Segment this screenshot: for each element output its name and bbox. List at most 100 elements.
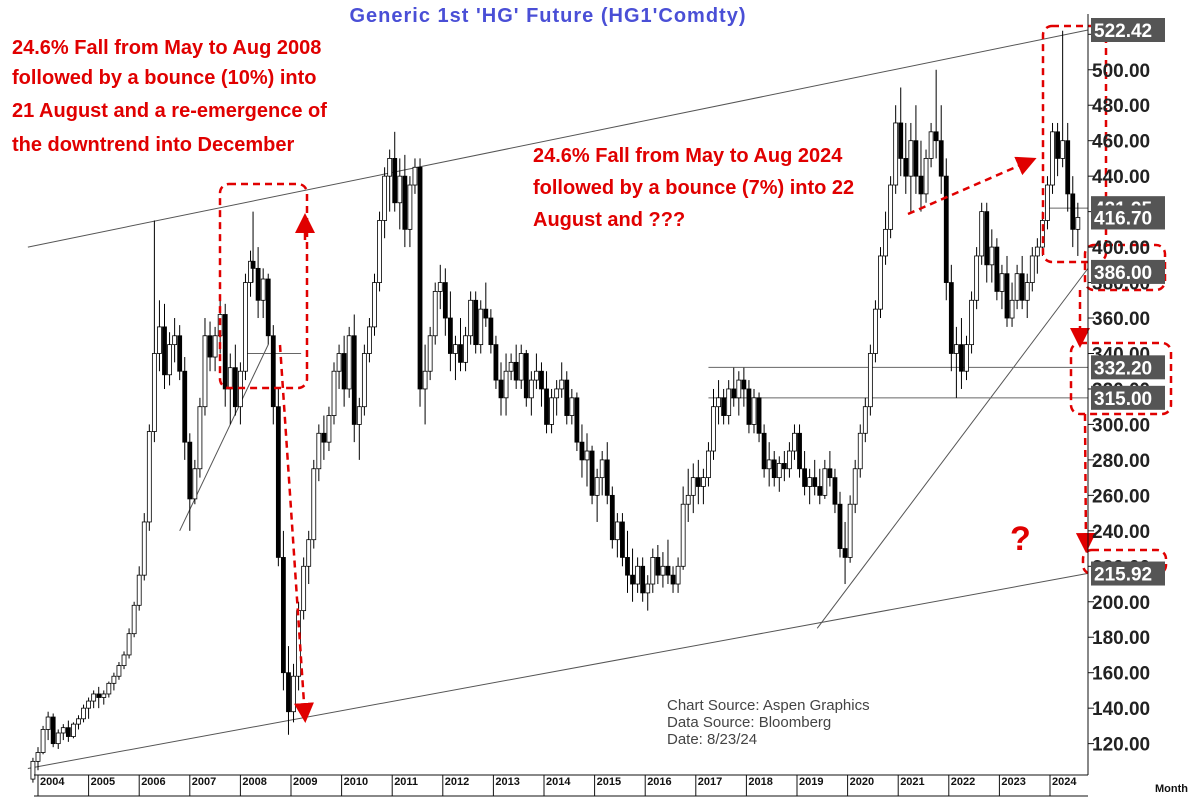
price-badge-bg bbox=[1091, 259, 1165, 284]
candle bbox=[341, 335, 347, 407]
candle-body bbox=[55, 732, 61, 745]
annotation-marks-layer bbox=[218, 24, 1173, 723]
candle-body bbox=[392, 158, 398, 204]
candle-body bbox=[275, 406, 281, 558]
candle bbox=[316, 424, 322, 482]
candle bbox=[1034, 238, 1040, 274]
candle bbox=[232, 344, 238, 416]
candle bbox=[655, 545, 661, 585]
candle-body bbox=[766, 459, 772, 470]
candle-body bbox=[260, 278, 266, 301]
x-tick-label: 2014 bbox=[546, 776, 571, 788]
candle bbox=[787, 442, 792, 478]
candle bbox=[468, 291, 474, 345]
candle-body bbox=[387, 158, 393, 177]
candle-body bbox=[994, 246, 1000, 292]
candle-body bbox=[478, 308, 484, 346]
highlight-box bbox=[1069, 341, 1173, 416]
candle bbox=[873, 300, 878, 363]
candle-body bbox=[336, 353, 342, 372]
candle bbox=[1050, 122, 1055, 194]
candle bbox=[498, 362, 504, 416]
candle bbox=[392, 131, 398, 212]
candle-body bbox=[685, 494, 691, 505]
candle bbox=[700, 468, 706, 505]
x-tick-label: 2006 bbox=[141, 776, 165, 788]
candle bbox=[311, 459, 317, 549]
candle bbox=[513, 344, 519, 389]
candle-body bbox=[377, 220, 382, 283]
candle-body bbox=[812, 477, 818, 487]
candle bbox=[212, 326, 218, 372]
candle-body bbox=[797, 432, 802, 470]
candle bbox=[1070, 176, 1076, 248]
candle-body bbox=[706, 450, 711, 479]
candle bbox=[202, 318, 208, 416]
annotation-arrow bbox=[907, 156, 1037, 216]
price-badge: 315.00 bbox=[1091, 385, 1165, 410]
candle bbox=[852, 459, 858, 514]
candle-body bbox=[265, 278, 271, 337]
candle bbox=[1024, 273, 1030, 319]
candle-body bbox=[817, 486, 823, 496]
y-tick-label: 280.00 bbox=[1092, 451, 1150, 472]
price-badge-label: 215.92 bbox=[1094, 565, 1152, 586]
candle-body bbox=[50, 716, 56, 745]
candle-body bbox=[243, 282, 248, 372]
candle-body bbox=[157, 326, 162, 354]
candle bbox=[356, 397, 362, 460]
candle bbox=[141, 513, 147, 581]
candle-body bbox=[898, 122, 904, 159]
candle-body bbox=[807, 477, 813, 487]
y-tick-label: 160.00 bbox=[1092, 664, 1150, 685]
candle bbox=[146, 424, 152, 531]
candle-body bbox=[151, 353, 157, 432]
candle bbox=[539, 362, 544, 407]
candle-body bbox=[695, 477, 701, 487]
candle bbox=[162, 303, 167, 389]
candle bbox=[71, 722, 76, 739]
candle bbox=[1019, 255, 1025, 310]
candle bbox=[716, 380, 721, 425]
candle-body bbox=[579, 441, 585, 461]
candle bbox=[40, 725, 46, 755]
candle bbox=[609, 486, 615, 549]
candle-body bbox=[620, 521, 625, 558]
y-tick-label: 140.00 bbox=[1092, 699, 1150, 720]
candle-body bbox=[101, 693, 107, 698]
candle bbox=[670, 566, 676, 593]
candle-body bbox=[974, 255, 980, 301]
candle-body bbox=[473, 299, 479, 346]
y-tick-label: 460.00 bbox=[1092, 132, 1150, 153]
candle-body bbox=[397, 175, 403, 204]
price-badge-label: 522.42 bbox=[1094, 21, 1152, 42]
candle bbox=[412, 158, 418, 194]
candle bbox=[564, 371, 570, 425]
candle-body bbox=[1009, 299, 1015, 319]
candle bbox=[136, 566, 142, 611]
x-tick-label: 2007 bbox=[192, 776, 216, 788]
candle-body bbox=[248, 260, 253, 283]
candle bbox=[281, 530, 286, 691]
x-tick-label: 2024 bbox=[1052, 776, 1077, 788]
candle-body bbox=[1070, 193, 1076, 230]
candle bbox=[382, 167, 388, 239]
candle-body bbox=[792, 432, 797, 452]
candle bbox=[528, 371, 534, 416]
candle-body bbox=[655, 557, 661, 576]
candle-body bbox=[756, 397, 762, 434]
frequency-label: Month bbox=[1155, 783, 1188, 795]
candle-body bbox=[463, 335, 468, 363]
candle-body bbox=[523, 353, 529, 399]
x-tick-label: 2013 bbox=[495, 776, 519, 788]
candle-body bbox=[437, 282, 443, 292]
candle bbox=[893, 105, 899, 194]
candle bbox=[508, 353, 514, 381]
x-tick-label: 2010 bbox=[344, 776, 368, 788]
price-badge-bg bbox=[1091, 385, 1165, 410]
candle-body bbox=[857, 432, 863, 470]
candle bbox=[270, 325, 276, 425]
candle-body bbox=[893, 122, 899, 186]
candle-body bbox=[192, 468, 198, 500]
